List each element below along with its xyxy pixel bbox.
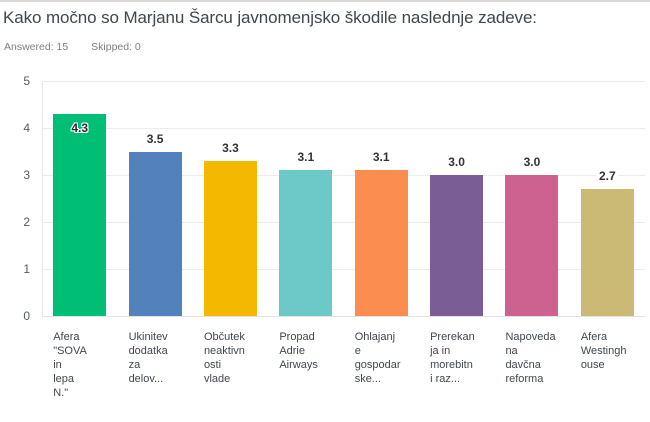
y-axis-label: 1	[23, 262, 30, 276]
gridline	[42, 175, 645, 176]
x-axis-label: Napoveda na davčna reforma	[505, 331, 556, 385]
top-divider	[0, 0, 650, 2]
bar-value-label: 3.0	[520, 155, 544, 169]
x-axis-label: Občutek neaktivn osti vlade	[203, 331, 245, 385]
y-axis-label: 5	[23, 74, 30, 88]
bar-5	[354, 170, 408, 316]
bar-value-label: 3.1	[294, 150, 318, 165]
bar-2	[128, 151, 182, 316]
response-meta: Answered: 15 Skipped: 0	[4, 41, 161, 53]
y-axis-label: 4	[23, 121, 30, 135]
bar-value-label: 4.3	[71, 120, 89, 135]
x-axis-label: Afera "SOVA in lepa N."	[53, 331, 87, 399]
bar-1	[53, 113, 107, 316]
gridline	[42, 316, 645, 317]
bar-6	[430, 175, 484, 316]
x-axis-label: Afera Westingh ouse	[580, 331, 627, 371]
skipped-count: Skipped: 0	[91, 41, 141, 53]
gridline	[42, 222, 645, 223]
x-axis-label: Prerekan ja in morebitn i raz...	[430, 331, 475, 385]
y-axis-line	[42, 81, 43, 316]
bar-value-label: 3.5	[143, 131, 167, 146]
x-axis-label: Ukinitev dodatka za delov...	[128, 331, 168, 385]
x-axis-label: Propad Adrie Airways	[279, 331, 318, 371]
gridline	[42, 269, 645, 270]
bar-3	[203, 160, 257, 316]
y-axis-label: 2	[23, 215, 30, 229]
chart-title: Kako močno so Marjanu Šarcu javnomenjsko…	[3, 8, 537, 27]
bar-7	[505, 175, 559, 316]
bar-value-label: 3.1	[369, 150, 393, 165]
x-axis-label: Ohlajanj e gospodar ske...	[354, 331, 401, 385]
y-axis-label: 0	[23, 309, 30, 323]
bar-value-label: 2.7	[595, 169, 619, 184]
bar-8	[580, 189, 634, 316]
gridline	[42, 128, 645, 129]
bar-value-label: 3.3	[219, 140, 242, 155]
bar-value-label: 3.0	[445, 155, 468, 169]
y-axis-label: 3	[23, 168, 30, 182]
bar-4	[279, 170, 333, 316]
gridline	[42, 81, 645, 82]
answered-count: Answered: 15	[4, 41, 69, 53]
